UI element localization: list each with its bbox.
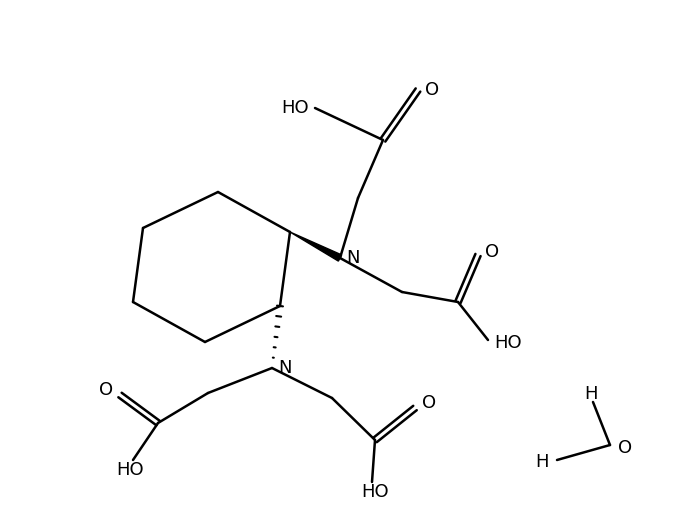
Text: HO: HO [361, 483, 389, 501]
Text: O: O [425, 81, 439, 99]
Text: N: N [346, 249, 360, 267]
Text: H: H [535, 453, 549, 471]
Text: O: O [99, 381, 113, 399]
Text: HO: HO [116, 461, 144, 479]
Text: HO: HO [281, 99, 309, 117]
Text: N: N [278, 359, 292, 377]
Text: HO: HO [494, 334, 521, 352]
Text: H: H [584, 385, 598, 403]
Text: O: O [485, 243, 499, 261]
Polygon shape [290, 232, 342, 261]
Text: O: O [618, 439, 632, 457]
Text: O: O [422, 394, 436, 412]
